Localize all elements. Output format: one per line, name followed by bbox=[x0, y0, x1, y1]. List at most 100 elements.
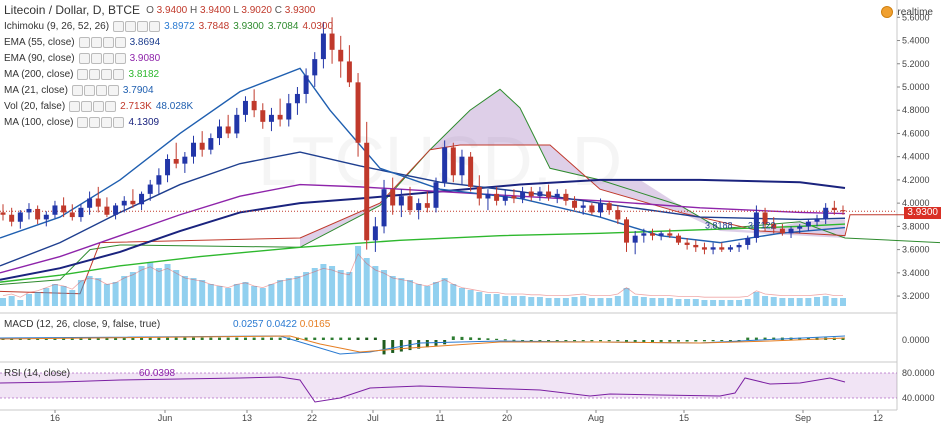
legend-control-icon[interactable] bbox=[137, 20, 149, 32]
legend-control-icon[interactable] bbox=[90, 36, 102, 48]
macd-histogram-bar bbox=[659, 340, 663, 342]
legend-controls[interactable] bbox=[78, 52, 126, 64]
realtime-indicator[interactable]: realtime bbox=[881, 6, 933, 18]
legend-control-icon[interactable] bbox=[95, 84, 107, 96]
macd-histogram-bar bbox=[581, 340, 585, 342]
volume-bar bbox=[398, 278, 405, 306]
volume-bar bbox=[450, 284, 457, 306]
legend-control-icon[interactable] bbox=[105, 100, 117, 112]
volume-bar bbox=[415, 284, 422, 306]
ohlc-high-value: 3.9400 bbox=[200, 4, 231, 16]
legend-control-icon[interactable] bbox=[71, 84, 83, 96]
legend-control-icon[interactable] bbox=[102, 36, 114, 48]
macd-histogram-bar bbox=[114, 337, 118, 340]
legend-control-icon[interactable] bbox=[77, 68, 89, 80]
macd-signal-line bbox=[0, 335, 846, 353]
macd-histogram-bar bbox=[122, 337, 126, 340]
legend-controls[interactable] bbox=[71, 84, 119, 96]
volume-bar bbox=[251, 286, 258, 306]
legend-row[interactable]: MA (200, close) 3.8182 bbox=[4, 67, 159, 81]
legend-row[interactable]: Ichimoku (9, 26, 52, 26) 3.8972 3.7848 3.93… bbox=[4, 19, 333, 33]
volume-bar bbox=[407, 280, 414, 306]
volume-bar bbox=[86, 276, 93, 306]
senkou-span-a bbox=[0, 88, 941, 285]
legend-row[interactable]: EMA (90, close) 3.9080 bbox=[4, 51, 160, 65]
macd-histogram-bar bbox=[746, 337, 750, 340]
legend-control-icon[interactable] bbox=[81, 100, 93, 112]
volume-bar bbox=[346, 272, 353, 306]
candle-body bbox=[329, 33, 335, 50]
legend-control-icon[interactable] bbox=[113, 116, 125, 128]
legend-control-icon[interactable] bbox=[114, 36, 126, 48]
legend-control-icon[interactable] bbox=[113, 68, 125, 80]
volume-bar bbox=[632, 296, 639, 306]
volume-bar bbox=[372, 266, 379, 306]
volume-bar bbox=[606, 298, 613, 306]
candle-body bbox=[52, 205, 58, 215]
volume-bar bbox=[303, 272, 310, 306]
volume-bar bbox=[51, 284, 58, 306]
candle-body bbox=[35, 208, 41, 220]
legend-row[interactable]: EMA (55, close) 3.8694 bbox=[4, 35, 160, 49]
volume-bar bbox=[121, 276, 128, 306]
macd-histogram-bar bbox=[555, 340, 559, 342]
volume-bar bbox=[692, 299, 699, 306]
legend-control-icon[interactable] bbox=[78, 36, 90, 48]
candle-body bbox=[797, 226, 803, 229]
legend-control-icon[interactable] bbox=[101, 116, 113, 128]
legend-control-icon[interactable] bbox=[78, 52, 90, 64]
legend-controls[interactable] bbox=[77, 116, 125, 128]
legend-control-icon[interactable] bbox=[125, 20, 137, 32]
symbol-label[interactable]: Litecoin / Dollar, D, BTCE bbox=[4, 3, 141, 17]
legend-control-icon[interactable] bbox=[107, 84, 119, 96]
candle-body bbox=[121, 200, 127, 206]
x-tick-label: 13 bbox=[242, 413, 252, 423]
x-tick-label: Sep bbox=[795, 413, 811, 423]
legend-row[interactable]: MA (100, close) 4.1309 bbox=[4, 115, 159, 129]
rsi-tick-label: 40.0000 bbox=[902, 393, 935, 403]
candle-body bbox=[546, 191, 552, 198]
legend-controls[interactable] bbox=[77, 68, 125, 80]
legend-row[interactable]: Vol (20, false) 2.713K 48.028K bbox=[4, 99, 193, 113]
macd-histogram-bar bbox=[174, 337, 178, 340]
legend-controls[interactable] bbox=[69, 100, 117, 112]
legend-control-icon[interactable] bbox=[102, 52, 114, 64]
legend-control-icon[interactable] bbox=[77, 116, 89, 128]
ohlc-open-value: 3.9400 bbox=[156, 4, 188, 16]
volume-bar bbox=[207, 284, 214, 306]
legend-control-icon[interactable] bbox=[113, 20, 125, 32]
macd-histogram-bar bbox=[685, 340, 689, 342]
candle-body bbox=[580, 205, 586, 208]
legend-controls[interactable] bbox=[113, 20, 161, 32]
candle-body bbox=[701, 247, 707, 250]
candle-body bbox=[407, 196, 413, 211]
legend-control-icon[interactable] bbox=[69, 100, 81, 112]
legend-value: 4.0300 bbox=[302, 20, 334, 32]
legend-control-icon[interactable] bbox=[149, 20, 161, 32]
legend-controls[interactable] bbox=[78, 36, 126, 48]
candle-body bbox=[433, 182, 439, 208]
legend-control-icon[interactable] bbox=[101, 68, 113, 80]
legend-control-icon[interactable] bbox=[89, 68, 101, 80]
macd-histogram-bar bbox=[495, 338, 499, 340]
candle-body bbox=[294, 93, 300, 104]
macd-histogram-bar bbox=[633, 340, 637, 343]
volume-bar bbox=[190, 278, 197, 306]
volume-bar bbox=[545, 298, 552, 306]
legend-row[interactable]: MA (21, close) 3.7904 bbox=[4, 83, 154, 97]
legend-control-icon[interactable] bbox=[90, 52, 102, 64]
macd-histogram-bar bbox=[192, 337, 196, 340]
legend-control-icon[interactable] bbox=[114, 52, 126, 64]
legend-control-icon[interactable] bbox=[89, 116, 101, 128]
legend-name: Ichimoku (9, 26, 52, 26) bbox=[4, 20, 110, 32]
x-tick-label: 22 bbox=[307, 413, 317, 423]
macd-histogram-bar bbox=[209, 337, 213, 340]
legend-value: 3.7848 bbox=[198, 20, 230, 32]
legend-control-icon[interactable] bbox=[83, 84, 95, 96]
macd-histogram-bar bbox=[252, 337, 256, 340]
macd-histogram-bar bbox=[321, 337, 325, 340]
candle-body bbox=[95, 198, 101, 207]
legend-control-icon[interactable] bbox=[93, 100, 105, 112]
legend-value: 48.028K bbox=[155, 100, 194, 112]
